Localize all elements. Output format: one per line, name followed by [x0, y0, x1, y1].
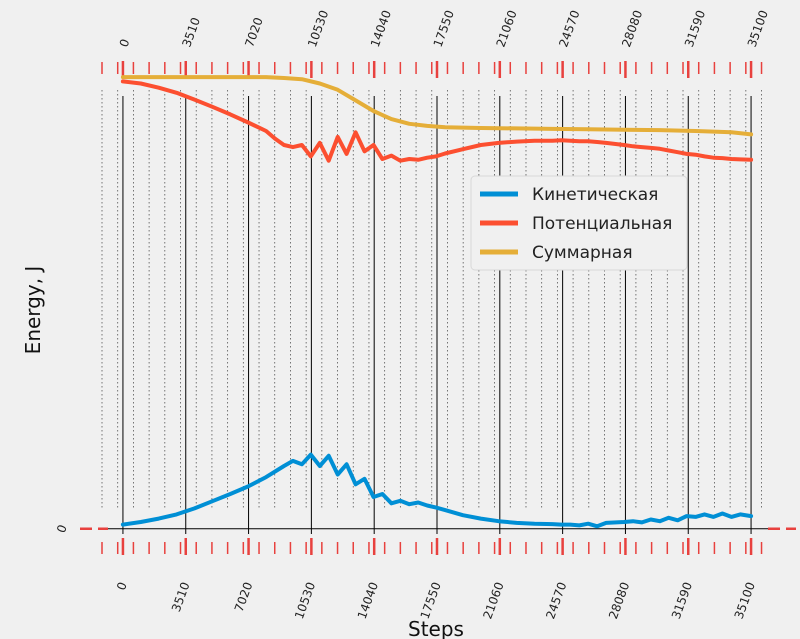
x-tick-label-top: 0	[117, 37, 133, 49]
x-tick-label-top: 3510	[179, 16, 203, 49]
y-axis-title: Energy, J	[21, 266, 45, 355]
x-tick-label-top: 24570	[556, 8, 582, 49]
series-lines	[120, 75, 754, 529]
x-tick-label-bottom: 14040	[355, 580, 381, 621]
legend-box	[470, 175, 688, 271]
x-tick-label-bottom: 7020	[232, 580, 256, 613]
kinetic-energy-line	[120, 452, 754, 529]
y-tick-label: 0	[54, 523, 70, 535]
legend-label-kinetic: Кинетическая	[532, 185, 658, 205]
x-axis-title: Steps	[408, 617, 464, 639]
x-tick-label-top: 35100	[745, 8, 771, 49]
grid-lines	[101, 90, 772, 534]
x-tick-label-bottom: 35100	[732, 580, 758, 621]
x-tick-label-top: 14040	[368, 8, 394, 49]
x-tick-label-bottom: 28080	[606, 580, 632, 621]
x-tick-label-top: 17550	[431, 8, 457, 49]
legend-label-total: Суммарная	[532, 243, 633, 263]
x-tick-label-top: 28080	[619, 8, 645, 49]
x-tick-label-bottom: 0	[114, 580, 130, 592]
x-tick-label-bottom: 24570	[543, 580, 569, 621]
x-tick-label-top: 31590	[682, 8, 708, 49]
legend-label-potential: Потенциальная	[532, 214, 672, 234]
x-tick-label-bottom: 21060	[480, 580, 506, 621]
x-tick-label-top: 21060	[493, 8, 519, 49]
x-tick-label-bottom: 3510	[169, 580, 193, 613]
potential-energy-line	[120, 79, 754, 163]
x-tick-label-bottom: 10530	[292, 580, 318, 621]
x-tick-label-top: 7020	[242, 16, 266, 49]
legend: Кинетическая Потенциальная Суммарная	[470, 175, 688, 271]
x-tick-label-top: 10530	[305, 8, 331, 49]
total-energy-line	[120, 75, 754, 137]
axis-ticks	[80, 61, 796, 555]
x-tick-label-bottom: 17550	[418, 580, 444, 621]
x-tick-label-bottom: 31590	[669, 580, 695, 621]
